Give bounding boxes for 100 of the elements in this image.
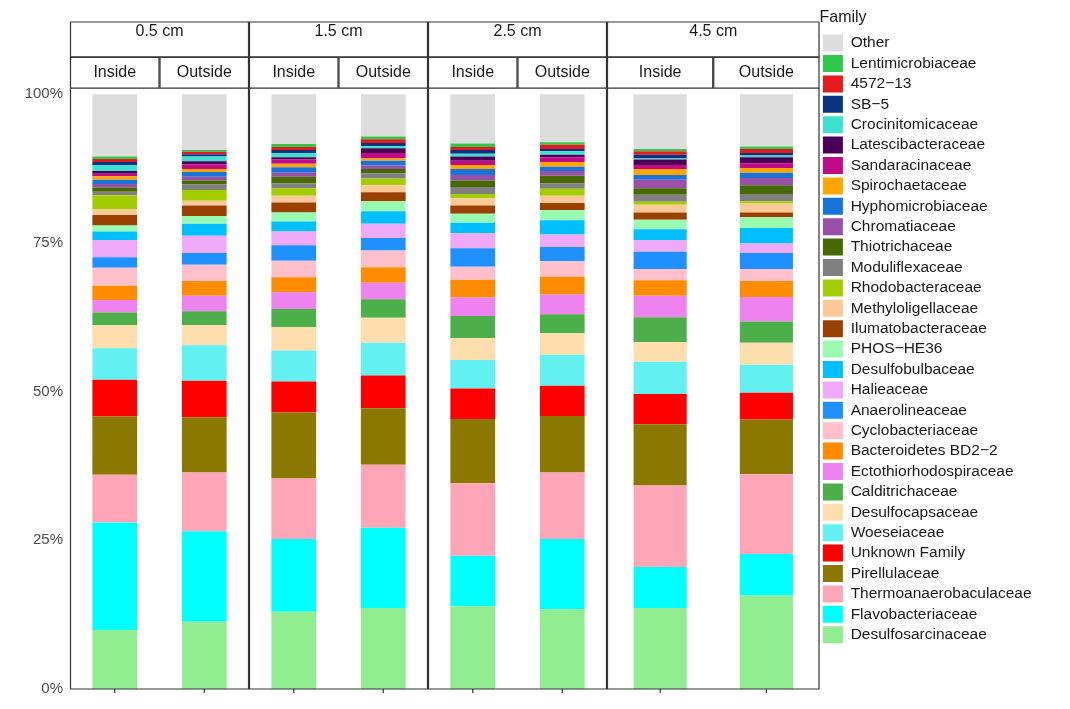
x-tick-label: Outside xyxy=(738,63,795,81)
bar xyxy=(181,223,227,236)
bar xyxy=(450,297,496,317)
bar xyxy=(271,245,317,261)
legend-label: Crocinitomicaceae xyxy=(850,114,979,132)
bar xyxy=(271,159,317,164)
bar xyxy=(360,317,406,343)
y-tick-label: 50% xyxy=(32,381,63,399)
bar xyxy=(739,148,793,154)
bar xyxy=(360,238,406,251)
chart-title: 0.5 cm xyxy=(135,22,184,40)
y-tick-label: 100% xyxy=(24,84,63,102)
bar xyxy=(539,261,585,277)
x-tick-label: Inside xyxy=(93,63,137,81)
bar xyxy=(92,209,138,215)
bar xyxy=(360,250,406,268)
bar xyxy=(450,156,496,161)
bar xyxy=(92,183,138,188)
bar xyxy=(360,267,406,283)
legend-label: Other xyxy=(850,33,890,51)
bar xyxy=(633,239,687,252)
bar xyxy=(739,185,793,195)
bar xyxy=(539,188,585,196)
bar xyxy=(92,187,138,192)
bar xyxy=(739,167,793,173)
bar xyxy=(539,170,585,176)
bar xyxy=(450,555,496,607)
legend-label: Woeseiaceae xyxy=(850,522,945,540)
bar xyxy=(450,233,496,249)
bar xyxy=(739,419,793,475)
bar xyxy=(92,214,138,226)
bar xyxy=(633,251,687,270)
bar xyxy=(181,417,227,473)
bar xyxy=(92,522,138,631)
bar xyxy=(450,198,496,206)
legend-label: Halieaceae xyxy=(850,380,929,398)
bar xyxy=(633,179,687,189)
bar xyxy=(360,608,406,689)
bar xyxy=(360,158,406,161)
bar xyxy=(633,295,687,318)
bar xyxy=(633,280,687,296)
bar xyxy=(92,225,138,232)
bar xyxy=(633,229,687,240)
bar xyxy=(271,157,317,160)
bar xyxy=(271,172,317,177)
bar xyxy=(539,294,585,315)
legend-label: Desulfobulbaceae xyxy=(850,359,975,377)
legend-label: Anaerolineaceae xyxy=(850,400,967,418)
bar xyxy=(450,169,496,176)
bar xyxy=(633,424,687,486)
bar xyxy=(633,393,687,425)
legend-label: Calditrichaceae xyxy=(850,482,958,500)
bar xyxy=(739,94,793,147)
legend-label: Cyclobacteriaceae xyxy=(850,420,979,438)
bar xyxy=(739,342,793,365)
bar xyxy=(92,630,138,689)
bar xyxy=(271,202,317,213)
bar xyxy=(539,210,585,221)
x-tick-label: Inside xyxy=(272,63,316,81)
bar xyxy=(181,345,227,381)
x-tick-label: Inside xyxy=(638,63,682,81)
bar xyxy=(539,166,585,171)
bar xyxy=(450,194,496,199)
bar xyxy=(539,276,585,295)
bar xyxy=(450,175,496,181)
bar xyxy=(539,183,585,189)
bar xyxy=(92,195,138,210)
bar xyxy=(92,474,138,523)
bar xyxy=(450,180,496,187)
bar xyxy=(181,164,227,170)
bar xyxy=(739,227,793,244)
bar xyxy=(539,234,585,248)
bar xyxy=(271,195,317,203)
legend-label: Rhodobacteraceae xyxy=(850,278,982,296)
x-tick-label: Outside xyxy=(534,63,590,81)
legend-label: Desulfosarcinaceae xyxy=(850,624,987,642)
bar xyxy=(739,595,793,689)
bar xyxy=(360,94,406,137)
bar xyxy=(92,267,138,286)
bar xyxy=(92,285,138,300)
bar xyxy=(360,408,406,465)
y-tick-label: 0% xyxy=(41,679,63,697)
bar xyxy=(181,264,227,281)
bar xyxy=(633,175,687,180)
bar xyxy=(181,531,227,622)
legend-label: 4572−13 xyxy=(850,74,912,92)
bar xyxy=(739,201,793,204)
bar xyxy=(181,295,227,312)
bar xyxy=(92,257,138,268)
bar xyxy=(271,183,317,189)
bar xyxy=(181,380,227,418)
bar xyxy=(92,324,138,349)
legend-title: Family xyxy=(819,8,867,26)
bar xyxy=(92,164,138,171)
legend-label: Flavobacteriaceae xyxy=(850,604,978,622)
bar xyxy=(271,221,317,232)
y-tick-label: 75% xyxy=(32,233,63,250)
legend-label: Pirellulaceae xyxy=(850,563,940,581)
bar xyxy=(450,388,496,419)
bar xyxy=(450,222,496,234)
